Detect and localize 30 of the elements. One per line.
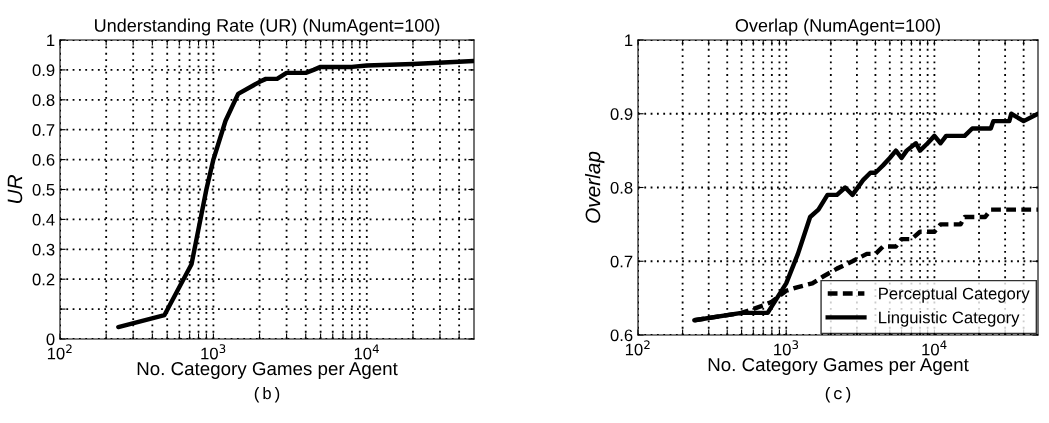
chart-title: Overlap (NumAgent=100): [735, 18, 940, 36]
x-tick-label: 10$^{3}$: [774, 340, 799, 356]
chart-title: Understanding Rate (UR) (NumAgent=100): [95, 18, 440, 36]
y-axis-title: Overlap: [585, 151, 605, 223]
y-tick-label: 0.5: [32, 183, 55, 196]
y-tick-label: 0.2: [32, 273, 55, 286]
text: (b): [254, 387, 280, 403]
y-axis-title: UR: [7, 175, 23, 203]
y-tick-label: 0.7: [610, 255, 633, 268]
y-tick-label: 1: [625, 34, 633, 47]
x-tick-label: 10$^{4}$: [354, 344, 379, 360]
x-axis-title: No. Category Games per Agent: [708, 357, 969, 375]
x-axis-title: No. Category Games per Agent: [137, 361, 398, 379]
text: (c): [825, 387, 851, 403]
x-tick-label: 10$^{2}$: [625, 340, 650, 356]
y-tick-label: 0.8: [32, 94, 55, 106]
legend-label: Linguistic Category: [879, 311, 1020, 327]
y-tick-label: 0.7: [32, 124, 55, 136]
y-tick-label: 0.6: [32, 154, 55, 166]
x-tick-label: 10$^{3}$: [201, 344, 226, 360]
y-tick-label: 1: [47, 34, 55, 47]
y-tick-label: 0.9: [610, 108, 633, 120]
y-tick-label: 0.3: [32, 243, 55, 256]
x-tick-label: 10$^{4}$: [922, 340, 947, 356]
y-tick-label: 0.9: [32, 64, 55, 77]
legend-label: Perceptual Category: [879, 287, 1030, 303]
y-tick-label: 0.4: [32, 213, 55, 226]
y-tick-label: 0: [46, 333, 55, 346]
y-tick-label: 0.6: [610, 329, 633, 342]
y-tick-label: 0.8: [610, 181, 633, 194]
